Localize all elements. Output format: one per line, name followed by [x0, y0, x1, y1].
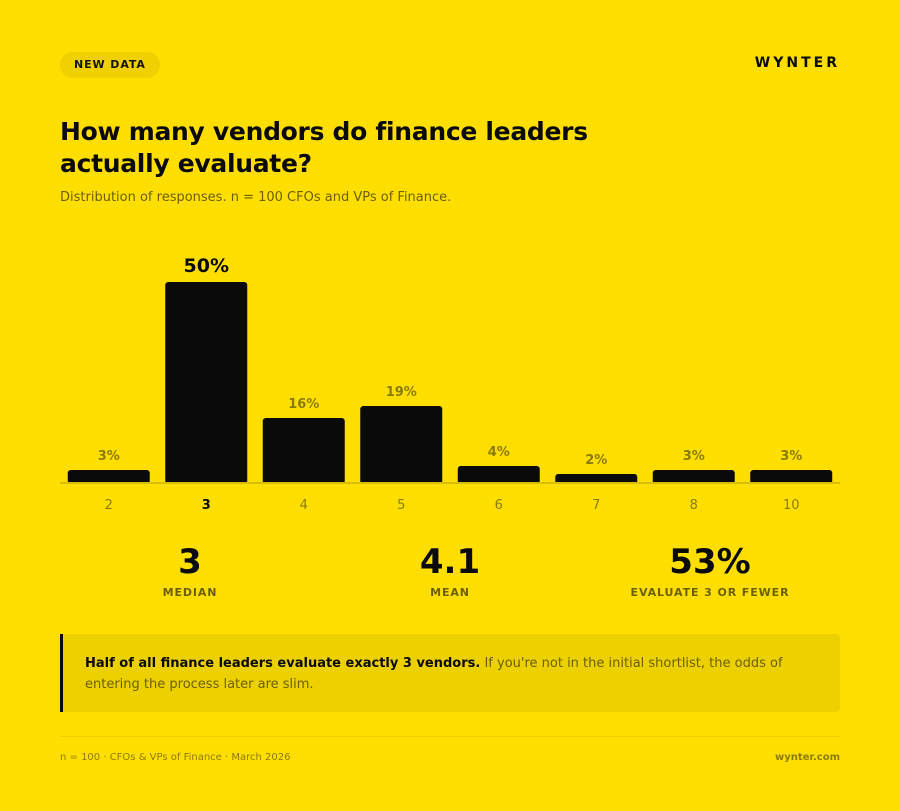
footer-source: n = 100 · CFOs & VPs of Finance · March … [60, 752, 291, 763]
summary-stats: 3 MEDIAN 4.1 MEAN 53% EVALUATE 3 OR FEWE… [60, 540, 840, 610]
callout-body: If you're not in the initial shortlist, … [85, 656, 783, 692]
stat-share: 53% EVALUATE 3 OR FEWER [600, 540, 820, 599]
value-label-10: 3% [780, 449, 802, 464]
new-data-badge: NEW DATA [60, 52, 160, 78]
bar-8 [652, 470, 735, 484]
stat-mean-label: MEAN [430, 586, 470, 599]
insight-callout: Half of all finance leaders evaluate exa… [60, 634, 840, 712]
x-tick-label-6: 6 [495, 498, 503, 513]
vendor-distribution-chart: 3% 2 50% 3 16% 4 19% 5 4% 6 2% 7 3% 8 3% 10 [60, 240, 840, 530]
stat-mean-value: 4.1 [419, 542, 481, 582]
x-tick-label-10: 10 [783, 498, 800, 513]
bar-5 [360, 406, 443, 484]
value-label-4: 16% [288, 397, 319, 412]
bar-chart-svg: 3% 2 50% 3 16% 4 19% 5 4% 6 2% 7 3% 8 3% 10 [60, 255, 840, 513]
x-tick-label-7: 7 [592, 498, 600, 513]
bar-2 [67, 470, 150, 484]
value-label-3: 50% [184, 255, 229, 277]
footer-link[interactable]: wynter.com [775, 752, 840, 763]
bar-10 [750, 470, 833, 484]
value-label-6: 4% [488, 445, 510, 460]
x-tick-label-5: 5 [397, 498, 405, 513]
bar-6 [457, 466, 540, 484]
stat-median-value: 3 [178, 542, 202, 582]
callout-headline: Half of all finance leaders evaluate exa… [85, 656, 481, 671]
stat-median: 3 MEDIAN [90, 540, 290, 599]
footer-divider [60, 736, 840, 737]
value-label-8: 3% [683, 449, 705, 464]
x-tick-label-4: 4 [300, 498, 308, 513]
x-tick-label-3: 3 [202, 498, 211, 513]
brand-logo: WYNTER [754, 55, 840, 71]
stat-share-value: 53% [669, 542, 751, 582]
stat-median-label: MEDIAN [162, 586, 218, 599]
value-label-7: 2% [585, 453, 607, 468]
value-label-5: 19% [386, 385, 417, 400]
stat-mean: 4.1 MEAN [350, 540, 550, 599]
x-tick-label-2: 2 [105, 498, 113, 513]
bar-4 [262, 418, 345, 484]
value-label-2: 3% [98, 449, 120, 464]
x-tick-label-8: 8 [690, 498, 698, 513]
chart-subtitle: Distribution of responses. n = 100 CFOs … [60, 190, 452, 205]
stat-share-label: EVALUATE 3 OR FEWER [630, 586, 790, 599]
chart-title: How many vendors do finance leaders actu… [60, 117, 588, 178]
bar-7 [555, 474, 638, 484]
bar-3 [165, 282, 248, 484]
